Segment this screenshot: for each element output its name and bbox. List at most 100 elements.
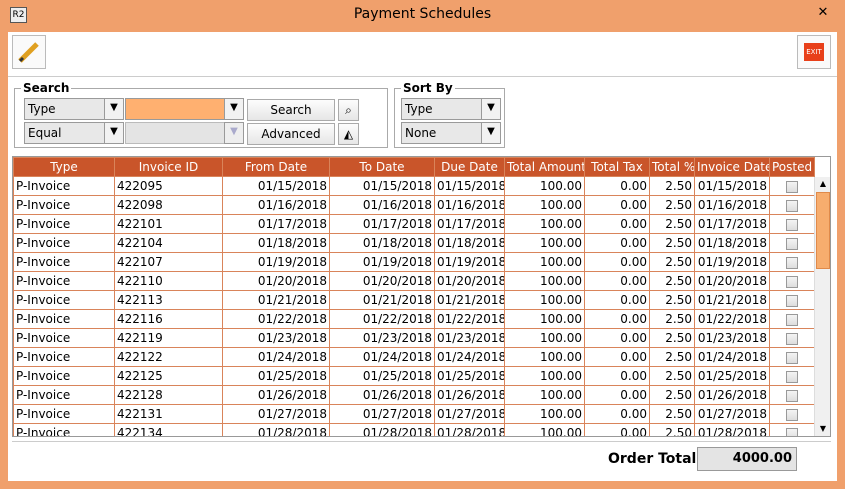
column-header: Total Tax [584,157,650,177]
table-cell: 01/20/2018 [434,271,505,291]
sort-group: Sort By [394,81,505,148]
table-cell: P-Invoice [13,385,115,405]
table-row: P-Invoice 422098 01/16/2018 01/16/2018 01/16… [13,195,815,215]
table-cell: 422098 [114,195,223,215]
search-button[interactable]: Search [247,99,335,121]
table-cell: 01/17/2018 [434,214,505,234]
posted-checkbox[interactable] [786,237,798,250]
dropdown-arrow[interactable]: ▼ [224,98,244,120]
table-cell: 01/21/2018 [222,290,330,310]
column-header: From Date [222,157,330,177]
table-cell: 100.00 [504,385,585,405]
order-total-value: 4000.00 [697,447,797,471]
table-cell: 01/20/2018 [329,271,435,291]
table-cell: 01/19/2018 [222,252,330,272]
posted-checkbox[interactable] [786,408,798,421]
table-cell: 01/28/2018 [694,423,770,436]
table-cell: 01/22/2018 [694,309,770,329]
table-cell: 2.50 [649,366,695,386]
operator-combo[interactable]: Equal [24,122,105,144]
table-cell: 01/25/2018 [329,366,435,386]
column-header: Total % [649,157,695,177]
search-field-combo[interactable]: Type [24,98,105,120]
table-cell: 2.50 [649,176,695,196]
posted-checkbox[interactable] [786,294,798,307]
table-cell: 01/26/2018 [222,385,330,405]
table-cell: 422110 [114,271,223,291]
table-cell: 2.50 [649,252,695,272]
advanced-icon-button[interactable]: ◭ [338,123,359,145]
table-cell: 2.50 [649,309,695,329]
table-cell: 01/28/2018 [434,423,505,436]
dropdown-arrow[interactable]: ▼ [104,122,124,144]
table-cell: 2.50 [649,290,695,310]
table-row: P-Invoice 422131 01/27/2018 01/27/2018 01/27… [13,404,815,424]
table-cell: 01/16/2018 [222,195,330,215]
table-row: P-Invoice 422119 01/23/2018 01/23/2018 01/23… [13,328,815,348]
table-cell: 01/15/2018 [329,176,435,196]
table-cell: 01/23/2018 [434,328,505,348]
exit-button[interactable]: EXIT [797,35,831,69]
table-cell: 0.00 [584,271,650,291]
posted-checkbox[interactable] [786,275,798,288]
scrollbar[interactable]: ▲ ▼ [814,177,830,436]
scroll-up[interactable]: ▲ [819,179,827,188]
exit-label: EXIT [804,43,824,61]
posted-checkbox[interactable] [786,180,798,193]
table-cell: 100.00 [504,176,585,196]
table-cell: 0.00 [584,347,650,367]
scroll-thumb[interactable] [816,192,830,269]
sort-first-combo[interactable]: Type [401,98,482,120]
table-cell: 01/20/2018 [694,271,770,291]
table-cell: 0.00 [584,214,650,234]
table-cell: 01/28/2018 [222,423,330,436]
posted-checkbox[interactable] [786,427,798,436]
table-cell: 01/19/2018 [694,252,770,272]
table-cell: 2.50 [649,347,695,367]
posted-checkbox[interactable] [786,218,798,231]
table-cell: 01/21/2018 [434,290,505,310]
scroll-down[interactable]: ▼ [819,424,827,433]
table-cell: 2.50 [649,404,695,424]
posted-checkbox[interactable] [786,332,798,345]
posted-checkbox[interactable] [786,351,798,364]
posted-checkbox[interactable] [786,370,798,383]
edit-button[interactable] [12,35,46,69]
table-cell: 100.00 [504,290,585,310]
table-row: P-Invoice 422107 01/19/2018 01/19/2018 01/19… [13,252,815,272]
search-icon-button[interactable]: ⌕ [338,99,359,121]
table-cell: 0.00 [584,366,650,386]
table-cell: 01/26/2018 [694,385,770,405]
posted-checkbox[interactable] [786,389,798,402]
sort-second-combo[interactable]: None [401,122,482,144]
table-cell: 01/19/2018 [434,252,505,272]
posted-checkbox[interactable] [786,313,798,326]
table-cell: 2.50 [649,195,695,215]
table-cell: P-Invoice [13,290,115,310]
table-cell: 01/25/2018 [222,366,330,386]
table-cell: 01/23/2018 [222,328,330,348]
column-header: Invoice Date [694,157,770,177]
table-cell: 01/22/2018 [329,309,435,329]
posted-checkbox[interactable] [786,256,798,269]
dropdown-arrow[interactable]: ▼ [481,122,501,144]
table-cell: 01/25/2018 [694,366,770,386]
table-cell: 01/24/2018 [329,347,435,367]
posted-checkbox[interactable] [786,199,798,212]
app-icon: R2 [10,7,27,23]
dropdown-arrow[interactable]: ▼ [481,98,501,120]
table-cell: 0.00 [584,176,650,196]
table-cell: 01/19/2018 [329,252,435,272]
dropdown-arrow[interactable]: ▼ [104,98,124,120]
advanced-button[interactable]: Advanced [247,123,335,145]
close-button[interactable]: ✕ [817,5,829,20]
posted-cell [769,271,815,291]
table-cell: 100.00 [504,366,585,386]
table-cell: 422107 [114,252,223,272]
search-value-input[interactable] [125,98,225,120]
table-cell: 0.00 [584,423,650,436]
table-cell: 01/17/2018 [694,214,770,234]
table-cell: 422125 [114,366,223,386]
column-header: Invoice ID [114,157,223,177]
